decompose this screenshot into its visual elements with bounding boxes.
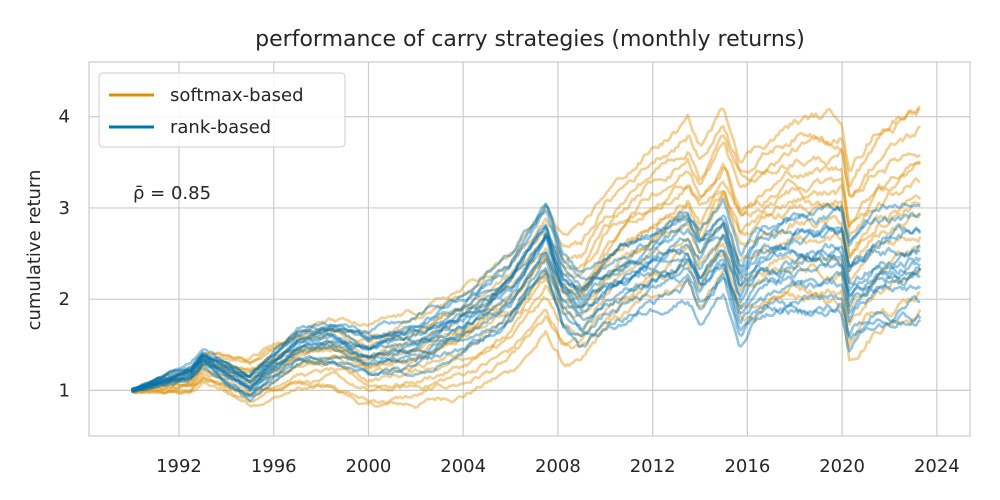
rank-series-line (131, 267, 922, 403)
rank-series-line (130, 233, 922, 391)
grid (89, 62, 970, 436)
correlation-annotation: ρ̄ = 0.85 (133, 183, 211, 204)
series-lines (130, 105, 922, 410)
x-tick-label: 2008 (535, 456, 581, 477)
y-tick-label: 3 (59, 198, 70, 219)
rank-series-line (130, 223, 921, 391)
rank-series-line (130, 232, 921, 392)
legend-label-softmax: softmax-based (170, 85, 304, 106)
softmax-series-line (130, 242, 922, 398)
softmax-series-line (131, 160, 922, 393)
softmax-series-line (131, 267, 922, 410)
y-tick-label: 2 (59, 289, 70, 310)
softmax-series-line (131, 141, 922, 391)
x-tick-label: 1996 (251, 456, 297, 477)
softmax-series-line (131, 107, 921, 393)
softmax-series-line (130, 105, 921, 392)
x-tick-label: 1992 (156, 456, 202, 477)
softmax-series-line (131, 192, 922, 394)
x-tick-label: 2024 (914, 456, 960, 477)
y-axis-label: cumulative return (24, 170, 45, 331)
rank-series-line (131, 270, 922, 397)
softmax-series-line (131, 233, 921, 398)
rank-series-line (130, 203, 921, 393)
softmax-series-line (131, 177, 921, 392)
softmax-series-line (131, 222, 922, 394)
x-tick-label: 2012 (630, 456, 676, 477)
rank-series-line (131, 258, 921, 398)
rank-series-line (131, 217, 922, 391)
legend-box (98, 72, 346, 148)
softmax-series-line (131, 125, 922, 391)
x-tick-label: 2016 (724, 456, 770, 477)
softmax-series-line (130, 252, 921, 405)
y-tick-label: 4 (59, 107, 70, 128)
x-tick-labels: 1992 1996 2000 2004 2008 2012 2016 2020 2024 (156, 456, 960, 477)
rank-series-line (131, 209, 922, 391)
x-tick-label: 2020 (819, 456, 865, 477)
rank-series-line (131, 251, 922, 392)
rank-series-line (130, 251, 922, 393)
x-tick-label: 2004 (440, 456, 486, 477)
softmax-series-line (130, 160, 921, 392)
rank-series-line (131, 236, 922, 393)
rank-series-line (131, 235, 922, 393)
rank-series-line (131, 197, 921, 393)
y-tick-labels: 1 2 3 4 (59, 107, 70, 402)
softmax-series-line (131, 190, 922, 393)
legend: softmax-based rank-based (98, 72, 346, 148)
chart-title: performance of carry strategies (monthly… (255, 27, 805, 52)
y-tick-label: 1 (59, 380, 70, 401)
x-tick-label: 2000 (346, 456, 392, 477)
rank-series-line (131, 221, 921, 393)
plot-frame (88, 61, 971, 437)
softmax-series-line (131, 189, 921, 392)
legend-label-rank: rank-based (170, 117, 271, 138)
